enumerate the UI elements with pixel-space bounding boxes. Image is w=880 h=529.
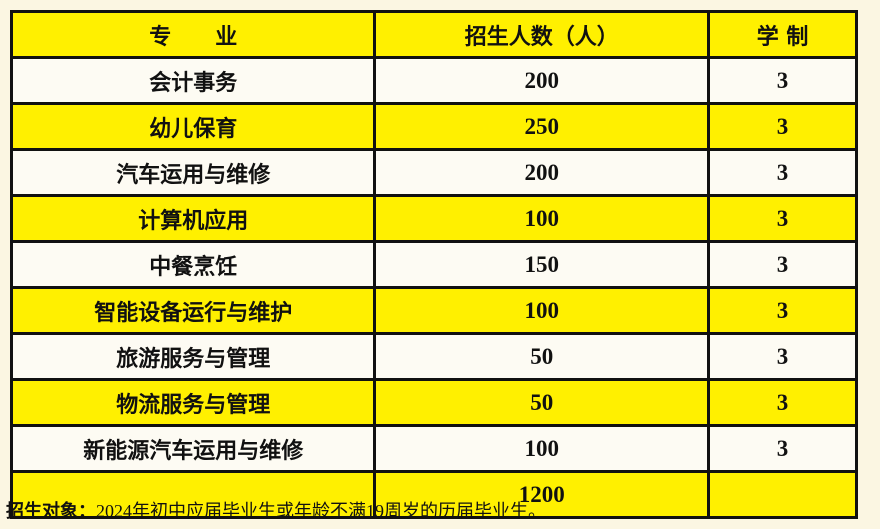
major-cell: 新能源汽车运用与维修 bbox=[9, 424, 377, 473]
enrollment-cell: 200 bbox=[373, 148, 711, 197]
note-label: 招生对象： bbox=[6, 501, 96, 522]
enrollment-cell: 100 bbox=[373, 286, 711, 335]
major-cell: 汽车运用与维修 bbox=[9, 148, 377, 197]
duration-cell bbox=[707, 470, 858, 519]
major-cell: 旅游服务与管理 bbox=[9, 332, 377, 381]
table-row: 中餐烹饪 150 3 bbox=[9, 240, 858, 289]
duration-cell: 3 bbox=[707, 332, 858, 381]
header-major: 专 业 bbox=[9, 10, 377, 59]
header-row: 专 业 招生人数（人） 学 制 bbox=[9, 10, 858, 59]
enrollment-cell: 250 bbox=[373, 102, 711, 151]
duration-cell: 3 bbox=[707, 424, 858, 473]
enrollment-table: 专 业 招生人数（人） 学 制 会计事务 200 3 幼儿保育 250 3 汽车运用与维修 2… bbox=[9, 10, 858, 519]
major-cell: 物流服务与管理 bbox=[9, 378, 377, 427]
major-cell: 中餐烹饪 bbox=[9, 240, 377, 289]
enrollment-cell: 1200 bbox=[373, 470, 711, 519]
duration-cell: 3 bbox=[707, 56, 858, 105]
major-cell: 计算机应用 bbox=[9, 194, 377, 243]
header-enrollment: 招生人数（人） bbox=[373, 10, 711, 59]
enrollment-cell: 50 bbox=[373, 332, 711, 381]
enrollment-target-note: 招生对象：2024年初中应届毕业生或年龄不满19周岁的历届毕业生。 bbox=[6, 497, 546, 523]
table-row: 新能源汽车运用与维修 100 3 bbox=[9, 424, 858, 473]
duration-cell: 3 bbox=[707, 102, 858, 151]
enrollment-cell: 150 bbox=[373, 240, 711, 289]
major-cell: 智能设备运行与维护 bbox=[9, 286, 377, 335]
table-row: 旅游服务与管理 50 3 bbox=[9, 332, 858, 381]
enrollment-cell: 100 bbox=[373, 194, 711, 243]
note-text: 2024年初中应届毕业生或年龄不满19周岁的历届毕业生。 bbox=[96, 501, 546, 521]
duration-cell: 3 bbox=[707, 148, 858, 197]
table-row: 智能设备运行与维护 100 3 bbox=[9, 286, 858, 335]
table-row: 汽车运用与维修 200 3 bbox=[9, 148, 858, 197]
enrollment-cell: 100 bbox=[373, 424, 711, 473]
header-duration: 学 制 bbox=[707, 10, 858, 59]
duration-cell: 3 bbox=[707, 378, 858, 427]
enrollment-cell: 200 bbox=[373, 56, 711, 105]
major-cell: 会计事务 bbox=[9, 56, 377, 105]
table-row: 幼儿保育 250 3 bbox=[9, 102, 858, 151]
duration-cell: 3 bbox=[707, 240, 858, 289]
table-row: 物流服务与管理 50 3 bbox=[9, 378, 858, 427]
major-cell: 幼儿保育 bbox=[9, 102, 377, 151]
major-cell bbox=[9, 470, 377, 519]
table-row: 计算机应用 100 3 bbox=[9, 194, 858, 243]
duration-cell: 3 bbox=[707, 286, 858, 335]
table-row: 会计事务 200 3 bbox=[9, 56, 858, 105]
enrollment-cell: 50 bbox=[373, 378, 711, 427]
duration-cell: 3 bbox=[707, 194, 858, 243]
total-row: 1200 bbox=[9, 470, 858, 519]
